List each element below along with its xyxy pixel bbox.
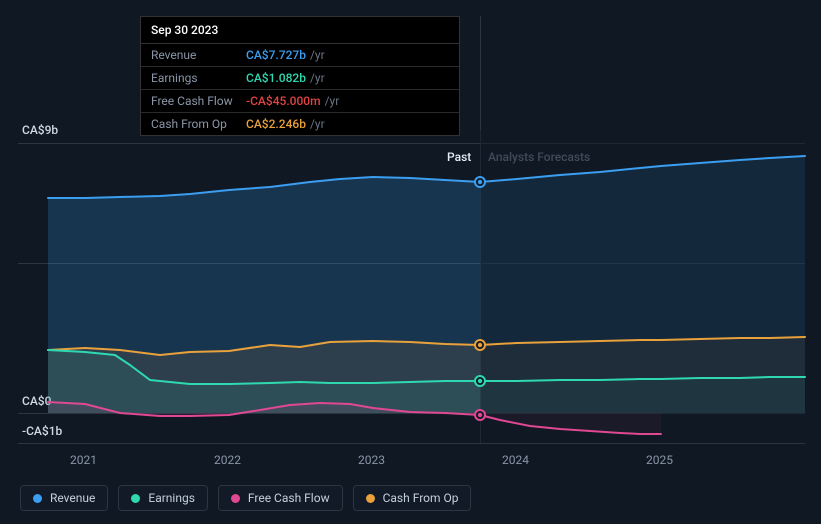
tooltip-value: CA$1.082b bbox=[246, 71, 306, 85]
legend-label: Earnings bbox=[148, 491, 195, 505]
tooltip: Sep 30 2023 RevenueCA$7.727b /yrEarnings… bbox=[140, 16, 460, 136]
legend-item-cash_from_op[interactable]: Cash From Op bbox=[353, 485, 472, 511]
legend-label: Free Cash Flow bbox=[248, 491, 330, 505]
tooltip-unit: /yr bbox=[310, 117, 325, 131]
legend-label: Cash From Op bbox=[383, 491, 459, 505]
legend-dot-icon bbox=[33, 494, 42, 503]
legend-item-free_cash_flow[interactable]: Free Cash Flow bbox=[218, 485, 343, 511]
legend-dot-icon bbox=[131, 494, 140, 503]
tooltip-label: Earnings bbox=[151, 71, 246, 85]
tooltip-unit: /yr bbox=[310, 48, 325, 62]
legend-item-earnings[interactable]: Earnings bbox=[118, 485, 208, 511]
tooltip-label: Cash From Op bbox=[151, 117, 246, 131]
legend: Revenue Earnings Free Cash Flow Cash From O… bbox=[20, 485, 471, 511]
tooltip-value: -CA$45.000m bbox=[246, 94, 321, 108]
tooltip-value: CA$2.246b bbox=[246, 117, 306, 131]
legend-dot-icon bbox=[366, 494, 375, 503]
tooltip-row: Free Cash Flow-CA$45.000m /yr bbox=[141, 90, 459, 113]
tooltip-row: EarningsCA$1.082b /yr bbox=[141, 67, 459, 90]
tooltip-label: Free Cash Flow bbox=[151, 94, 246, 108]
tooltip-value: CA$7.727b bbox=[246, 48, 306, 62]
legend-item-revenue[interactable]: Revenue bbox=[20, 485, 108, 511]
financial-chart: CA$9bCA$0-CA$1b 20212022202320242025 Pas… bbox=[0, 0, 821, 524]
tooltip-date: Sep 30 2023 bbox=[141, 17, 459, 44]
legend-dot-icon bbox=[231, 494, 240, 503]
tooltip-label: Revenue bbox=[151, 48, 246, 62]
tooltip-row: RevenueCA$7.727b /yr bbox=[141, 44, 459, 67]
tooltip-unit: /yr bbox=[310, 71, 325, 85]
legend-label: Revenue bbox=[50, 491, 95, 505]
tooltip-unit: /yr bbox=[325, 94, 340, 108]
tooltip-row: Cash From OpCA$2.246b /yr bbox=[141, 113, 459, 135]
